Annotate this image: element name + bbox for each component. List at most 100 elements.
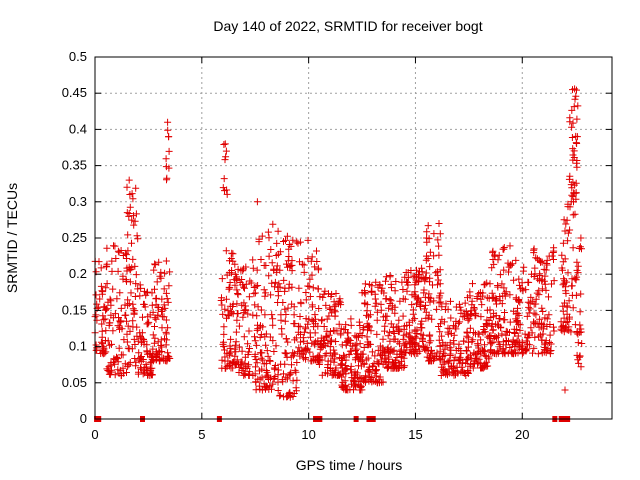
data-point: [464, 316, 472, 324]
data-point: [327, 293, 335, 300]
data-point: [390, 328, 398, 335]
data-point: [569, 193, 577, 201]
data-point: [311, 320, 319, 328]
data-point: [426, 274, 434, 282]
data-point: [316, 340, 324, 348]
data-point: [292, 368, 300, 376]
data-point: [268, 311, 276, 319]
data-point: [489, 293, 497, 301]
data-point: [139, 313, 146, 321]
data-point: [543, 256, 551, 264]
data-point: [131, 293, 139, 300]
data-point: [488, 289, 496, 297]
data-point: [491, 294, 499, 302]
data-point: [363, 307, 371, 315]
data-point: [308, 301, 316, 309]
data-point: [283, 232, 291, 240]
data-point: [326, 306, 334, 313]
data-point: [452, 317, 460, 325]
data-point: [452, 371, 459, 379]
data-point: [107, 311, 115, 319]
data-point: [404, 269, 412, 276]
data-point: [99, 312, 107, 320]
data-point: [559, 302, 567, 310]
data-point: [550, 247, 558, 255]
data-point: [363, 333, 371, 341]
data-point: [220, 338, 227, 346]
data-point: [522, 337, 530, 345]
data-point: [131, 341, 139, 348]
data-point: [324, 357, 332, 365]
data-point: [574, 262, 582, 270]
data-point: [123, 338, 131, 346]
data-point: [241, 371, 249, 379]
data-point: [515, 297, 523, 304]
data-point: [435, 294, 443, 302]
data-point: [403, 322, 411, 329]
data-point: [532, 254, 540, 262]
data-point: [347, 315, 355, 323]
data-point: [564, 237, 572, 245]
data-point: [298, 350, 306, 358]
data-point: [268, 385, 275, 393]
data-point: [292, 384, 300, 392]
data-point: [268, 259, 276, 267]
data-point: [232, 338, 240, 346]
data-point: [355, 381, 363, 389]
data-point: [314, 264, 322, 272]
data-point: [285, 284, 293, 292]
data-point: [231, 281, 239, 289]
data-point: [560, 275, 568, 283]
data-point: [531, 333, 539, 341]
data-point: [103, 244, 111, 252]
data-point: [231, 341, 239, 349]
data-point: [531, 270, 539, 278]
data-point: [257, 306, 265, 314]
data-point: [154, 338, 162, 346]
data-point: [129, 255, 137, 263]
data-point: [462, 347, 470, 354]
data-point: [384, 332, 392, 340]
data-point: [363, 301, 371, 309]
data-point: [107, 301, 115, 309]
data-point: [486, 338, 494, 346]
data-point: [436, 230, 444, 238]
data-point: [433, 305, 441, 313]
data-point: [152, 315, 160, 323]
data-point: [258, 232, 266, 240]
data-point: [162, 163, 170, 171]
data-point: [487, 347, 494, 355]
data-point: [306, 293, 314, 300]
data-point: [302, 323, 309, 331]
data-point: [337, 325, 345, 333]
data-point: [295, 284, 303, 292]
data-point: [538, 336, 546, 344]
data-point: [572, 291, 580, 299]
data-point: [516, 321, 524, 329]
data-point: [272, 342, 280, 350]
data-point: [425, 339, 433, 347]
data-point: [338, 373, 346, 381]
x-tick-label: 0: [91, 427, 98, 442]
data-point: [117, 366, 125, 374]
data-point: [252, 363, 259, 371]
data-point: [238, 366, 246, 374]
data-point: [145, 350, 153, 358]
data-point: [158, 308, 165, 315]
data-point: [539, 330, 547, 338]
data-point: [221, 140, 229, 148]
data-point: [447, 362, 455, 370]
data-point: [289, 393, 297, 400]
data-point: [369, 377, 377, 385]
data-point: [304, 282, 312, 290]
axis-ticks: 0 0.05 0.1 0.15 0.2 0.25 0.3 0.35 0.4 0.45 0.5 0 5 10…: [62, 49, 612, 442]
data-point: [152, 294, 160, 302]
data-point: [137, 334, 145, 342]
data-point: [282, 236, 289, 244]
data-point: [111, 242, 119, 250]
data-point: [538, 285, 546, 293]
data-point: [401, 349, 409, 357]
data-point: [260, 286, 268, 294]
data-point: [444, 305, 452, 313]
data-point: [256, 375, 264, 383]
